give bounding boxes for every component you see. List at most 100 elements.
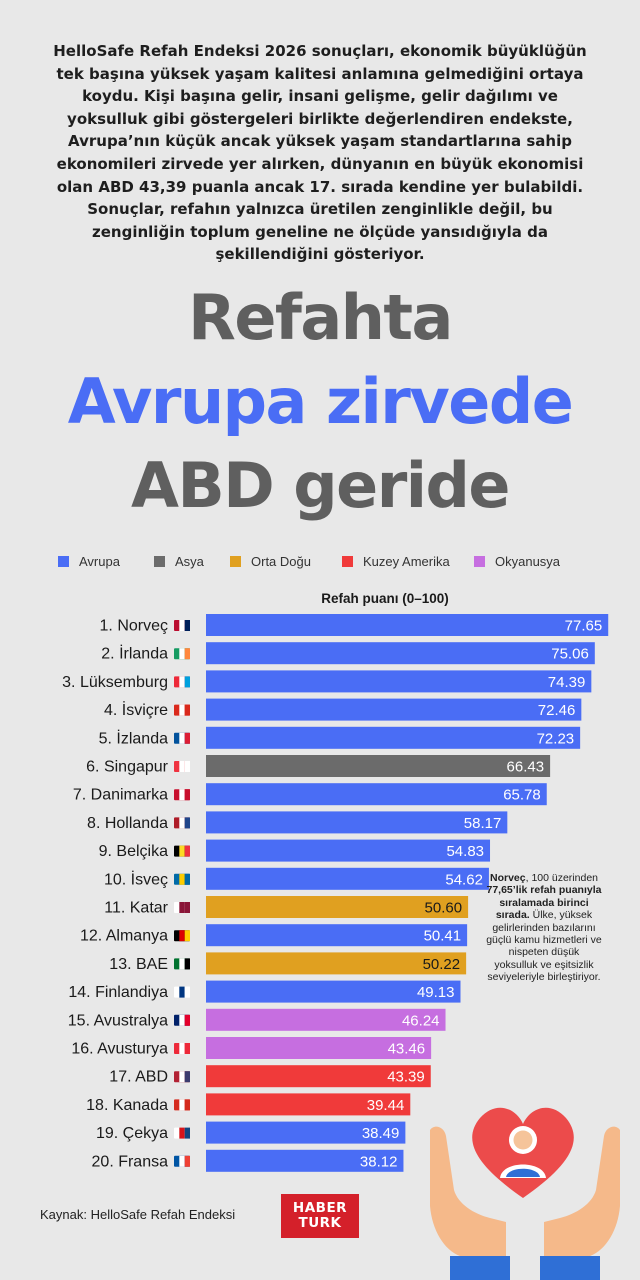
bar [206, 952, 467, 975]
bar [206, 1065, 431, 1088]
australia-flag-stripe [184, 1014, 190, 1026]
canada-flag-stripe [184, 1099, 190, 1111]
switzerland-flag-stripe [179, 704, 185, 716]
bar [206, 924, 468, 947]
bar-value-label: 65.78 [503, 787, 541, 804]
headline-line-2: Avrupa zirvede [67, 365, 574, 438]
denmark-flag-stripe [179, 789, 185, 801]
bar [206, 896, 469, 918]
annotation-note: Norveç, 100 üzerinden 77,65’lik refah pu… [486, 872, 602, 984]
category-label: 9. Belçika [99, 843, 168, 860]
bar-value-label: 66.43 [507, 759, 545, 776]
ireland-flag-stripe [184, 648, 190, 660]
headline-line-1: Refahta [188, 281, 453, 354]
bar [206, 1093, 411, 1116]
luxembourg-flag-stripe [184, 676, 190, 688]
category-label: 13. BAE [109, 956, 168, 973]
belgium-flag-stripe [179, 845, 185, 857]
sweden-flag-stripe [184, 873, 190, 885]
austria-flag-stripe [184, 1043, 190, 1054]
czechia-flag-stripe [184, 1127, 190, 1139]
category-label: 1. Norveç [100, 618, 168, 635]
france-flag-stripe [184, 1155, 190, 1167]
legend-swatch [342, 555, 353, 567]
bar [206, 811, 508, 834]
luxembourg-flag-stripe [179, 676, 185, 688]
category-label: 16. Avusturya [71, 1041, 168, 1058]
legend-item-kuzey-amerika: Kuzey Amerika [342, 551, 474, 571]
finland-flag-stripe [179, 986, 185, 998]
usa-flag-stripe [184, 1071, 190, 1083]
bar-value-label: 72.23 [537, 730, 575, 747]
legend-item-asya: Asya [154, 551, 230, 571]
bar-value-label: 72.46 [538, 702, 576, 719]
legend-item-avrupa: Avrupa [58, 551, 154, 571]
legend-label: Okyanusya [495, 553, 561, 569]
headline-line-3: ABD geride [131, 449, 510, 522]
category-label: 2. İrlanda [101, 644, 168, 663]
australia-flag-stripe [179, 1014, 185, 1026]
usa-flag-stripe [179, 1071, 185, 1083]
bar-value-label: 50.60 [425, 900, 463, 917]
category-label: 3. Lüksemburg [62, 674, 168, 691]
intro-text: HelloSafe Refah Endeksi 2026 sonuçları, … [53, 42, 587, 264]
bar [206, 1121, 406, 1144]
france-flag-stripe [179, 1155, 185, 1167]
bar [206, 1037, 432, 1059]
category-label: 5. İzlanda [99, 728, 168, 747]
legend-swatch [58, 555, 69, 567]
note-text-2: Ülke, yüksek gelirlerinden bazılarını gü… [486, 909, 602, 984]
iceland-flag-stripe [184, 732, 190, 744]
legend-swatch [230, 555, 241, 567]
note-bold-country: Norveç [490, 872, 526, 884]
bar-value-label: 54.62 [445, 871, 483, 888]
belgium-flag-stripe [184, 845, 190, 857]
category-label: 15. Avustralya [68, 1012, 168, 1029]
category-label: 6. Singapur [86, 759, 169, 776]
note-text-1: , 100 üzerinden [525, 872, 598, 884]
category-label: 7. Danimarka [73, 787, 168, 804]
bar [206, 867, 489, 890]
netherlands-flag-stripe [184, 817, 190, 829]
category-label: 18. Kanada [86, 1097, 168, 1114]
legend-item-okyanusya: Okyanusya [474, 551, 574, 571]
norway-flag-stripe [184, 620, 190, 631]
category-label: 12. Almanya [80, 928, 168, 945]
legend-item-orta-dogu: Orta Doğu [230, 551, 342, 571]
bar [206, 839, 491, 862]
bar [206, 980, 461, 1003]
bar [206, 642, 595, 665]
legend-label: Orta Doğu [251, 553, 311, 569]
category-label: 10. İsveç [104, 869, 168, 888]
category-label: 8. Hollanda [87, 815, 168, 832]
bar [206, 783, 547, 806]
austria-flag-stripe [179, 1043, 185, 1054]
switzerland-flag-stripe [184, 704, 190, 716]
bar-value-label: 75.06 [551, 646, 589, 663]
legend-label: Kuzey Amerika [363, 553, 450, 569]
ireland-flag-stripe [179, 648, 185, 660]
bar-value-label: 50.22 [423, 956, 461, 973]
iceland-flag-stripe [179, 732, 185, 744]
czechia-flag-stripe [179, 1127, 185, 1139]
germany-flag-stripe [184, 930, 190, 942]
category-label: 14. Finlandiya [68, 984, 168, 1001]
bar-value-label: 77.65 [565, 618, 603, 635]
bar-chart: Refah puanı (0–100) 77.65 1. Norveç 75.06 2.… [62, 591, 609, 1172]
qatar-flag-stripe [179, 902, 185, 913]
germany-flag-stripe [179, 930, 185, 942]
bar [206, 614, 609, 636]
source-text: Kaynak: HelloSafe Refah Endeksi [40, 1207, 236, 1222]
legend-swatch [154, 555, 165, 567]
hands-holding-heart-icon [430, 1107, 620, 1280]
category-label: 19. Çekya [96, 1125, 168, 1142]
bar-value-label: 38.12 [360, 1153, 398, 1170]
bar-value-label: 74.39 [548, 674, 586, 691]
bar [206, 755, 551, 777]
legend-swatch [474, 555, 485, 567]
legend-label: Asya [175, 553, 204, 569]
bar [206, 726, 581, 749]
bar-value-label: 58.17 [464, 815, 502, 832]
haberturk-logo: HABER TURK [281, 1194, 359, 1238]
legend-label: Avrupa [79, 553, 120, 569]
